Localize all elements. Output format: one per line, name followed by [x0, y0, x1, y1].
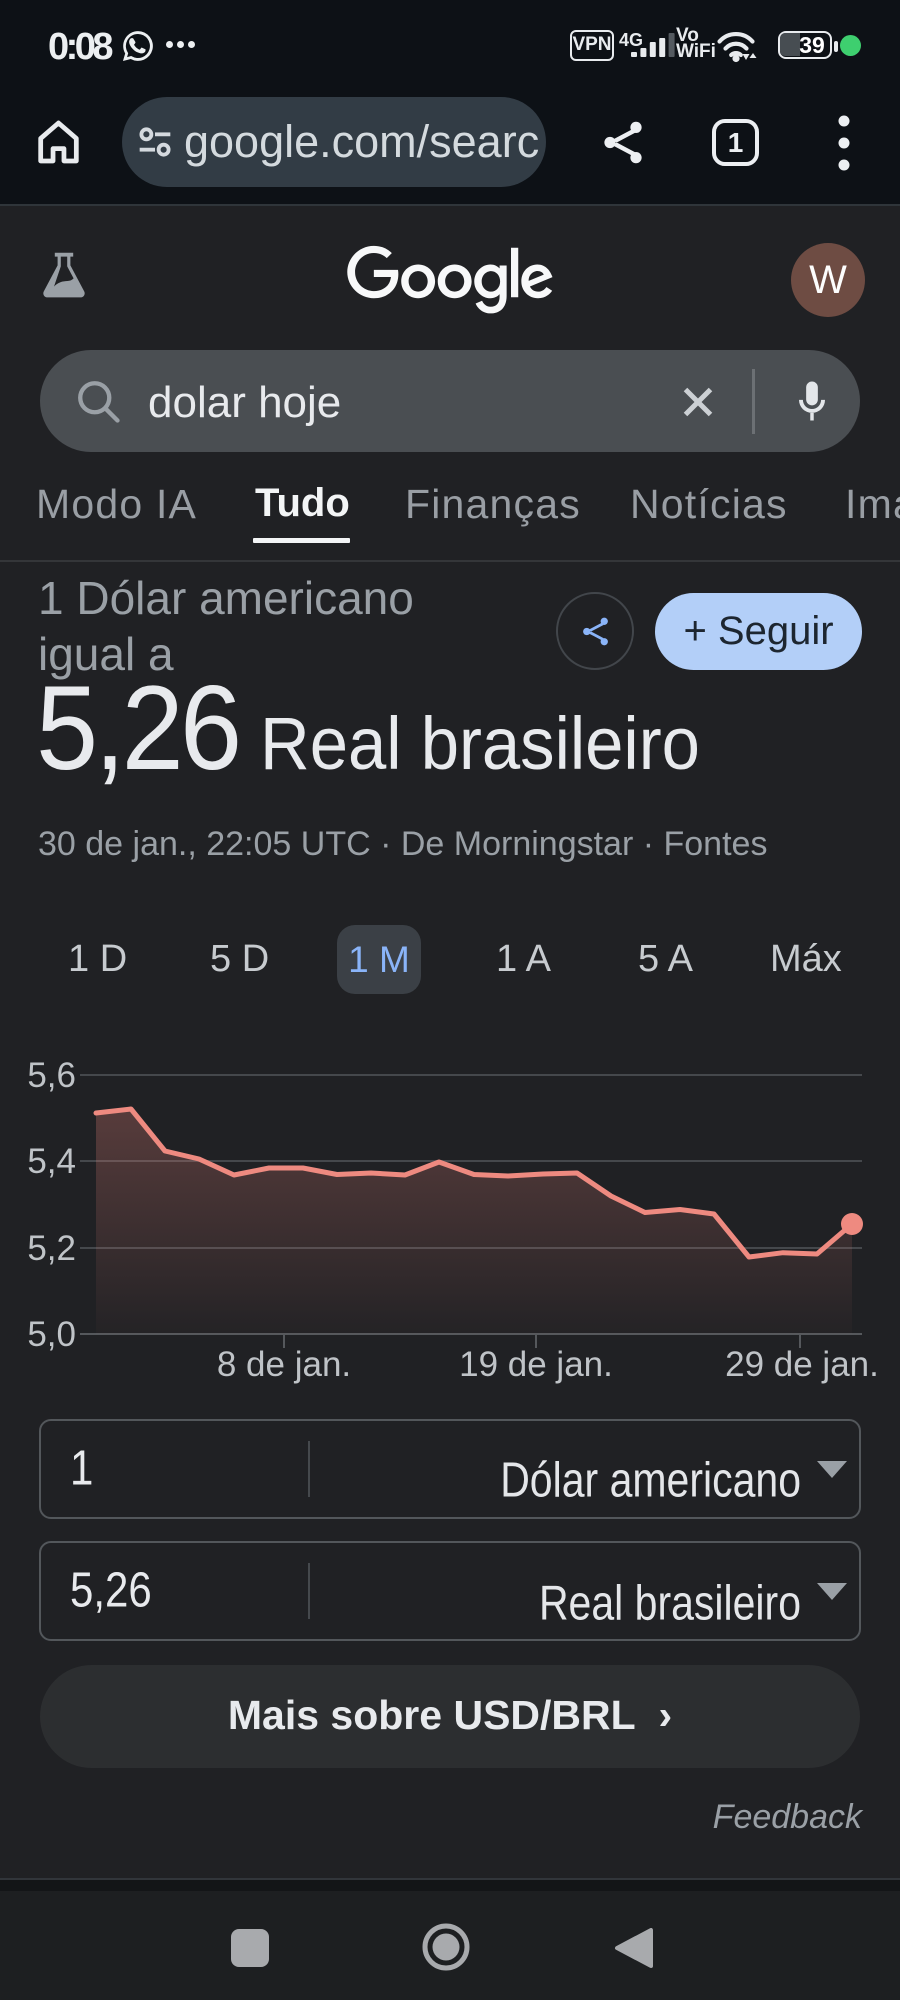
svg-text:19 de jan.: 19 de jan. — [459, 1345, 613, 1384]
svg-text:8 de jan.: 8 de jan. — [217, 1345, 351, 1384]
svg-text:5,2: 5,2 — [27, 1229, 76, 1268]
svg-text:29 de jan.: 29 de jan. — [725, 1345, 879, 1384]
svg-text:5,6: 5,6 — [27, 1056, 76, 1095]
svg-text:5,0: 5,0 — [27, 1315, 76, 1354]
svg-text:5,4: 5,4 — [27, 1142, 76, 1181]
